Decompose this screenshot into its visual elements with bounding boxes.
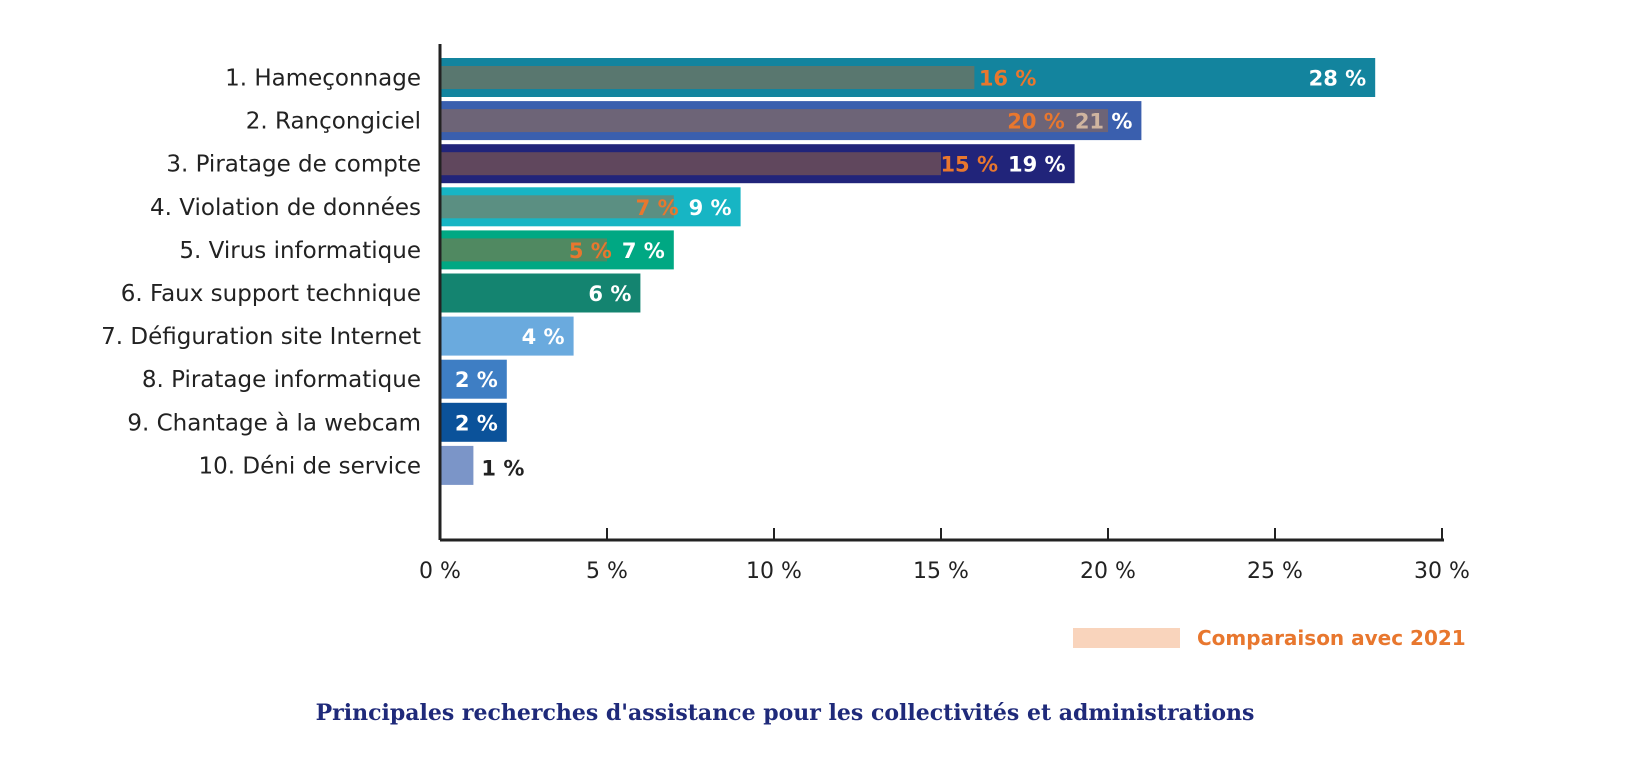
category-label: 4. Violation de données (150, 195, 421, 221)
category-label: 3. Piratage de compte (166, 152, 421, 178)
bar-2021-comparison (440, 152, 941, 176)
legend-swatch (1073, 628, 1180, 648)
category-label: 2. Rançongiciel (246, 109, 421, 135)
comparison-value-label: 20 % (1007, 110, 1065, 134)
x-tick-label: 5 % (586, 559, 628, 584)
bar-2021-comparison (440, 109, 1108, 133)
legend: Comparaison avec 2021 (1073, 626, 1466, 650)
x-tick-label: 30 % (1414, 559, 1470, 584)
value-label: 9 % (689, 196, 732, 220)
comparison-value-label: 7 % (636, 196, 679, 220)
value-label: 7 % (622, 239, 665, 263)
category-labels: 1. Hameçonnage 2. Rançongiciel 3. Piratage… (101, 66, 421, 480)
value-label: 19 % (1008, 153, 1066, 177)
value-label: 1 % (481, 456, 524, 480)
category-label: 1. Hameçonnage (225, 66, 421, 92)
category-label: 10. Déni de service (199, 453, 421, 479)
comparison-value-label: 16 % (979, 67, 1037, 91)
category-label: 6. Faux support technique (121, 281, 421, 307)
x-tick-label: 0 % (419, 559, 461, 584)
category-label: 8. Piratage informatique (142, 367, 421, 393)
x-tick-label: 20 % (1080, 559, 1136, 584)
value-label: 4 % (522, 325, 565, 349)
category-label: 7. Défiguration site Internet (101, 324, 421, 350)
bar-2021-comparison (440, 195, 674, 219)
x-axis: 0 % 5 % 10 % 15 % 20 % 25 % 30 % (419, 44, 1470, 584)
bar-2022 (440, 445, 474, 485)
bar-2022 (440, 273, 641, 313)
value-label: 6 % (588, 282, 631, 306)
value-label: 2 % (455, 411, 498, 435)
comparison-value-label: 5 % (569, 239, 612, 263)
x-tick-label: 10 % (746, 559, 802, 584)
x-tick-label: 15 % (913, 559, 969, 584)
category-label: 5. Virus informatique (179, 238, 421, 264)
value-label: 28 % (1309, 67, 1367, 91)
legend-label: Comparaison avec 2021 (1197, 626, 1466, 650)
bars-layer: 28 %16 %21 %20 %19 %15 %9 %7 %7 %5 %6 %4… (440, 58, 1376, 485)
x-tick-label: 25 % (1247, 559, 1303, 584)
bar-2022 (440, 316, 574, 356)
value-label: 2 % (455, 368, 498, 392)
comparison-value-label: 15 % (940, 153, 998, 177)
bar-2022 (440, 402, 507, 442)
bar-2021-comparison (440, 66, 975, 89)
bar-2022 (440, 359, 507, 399)
bar-2021-comparison (440, 238, 607, 262)
chart-title: Principales recherches d'assistance pour… (316, 700, 1255, 726)
category-label: 9. Chantage à la webcam (127, 410, 421, 436)
